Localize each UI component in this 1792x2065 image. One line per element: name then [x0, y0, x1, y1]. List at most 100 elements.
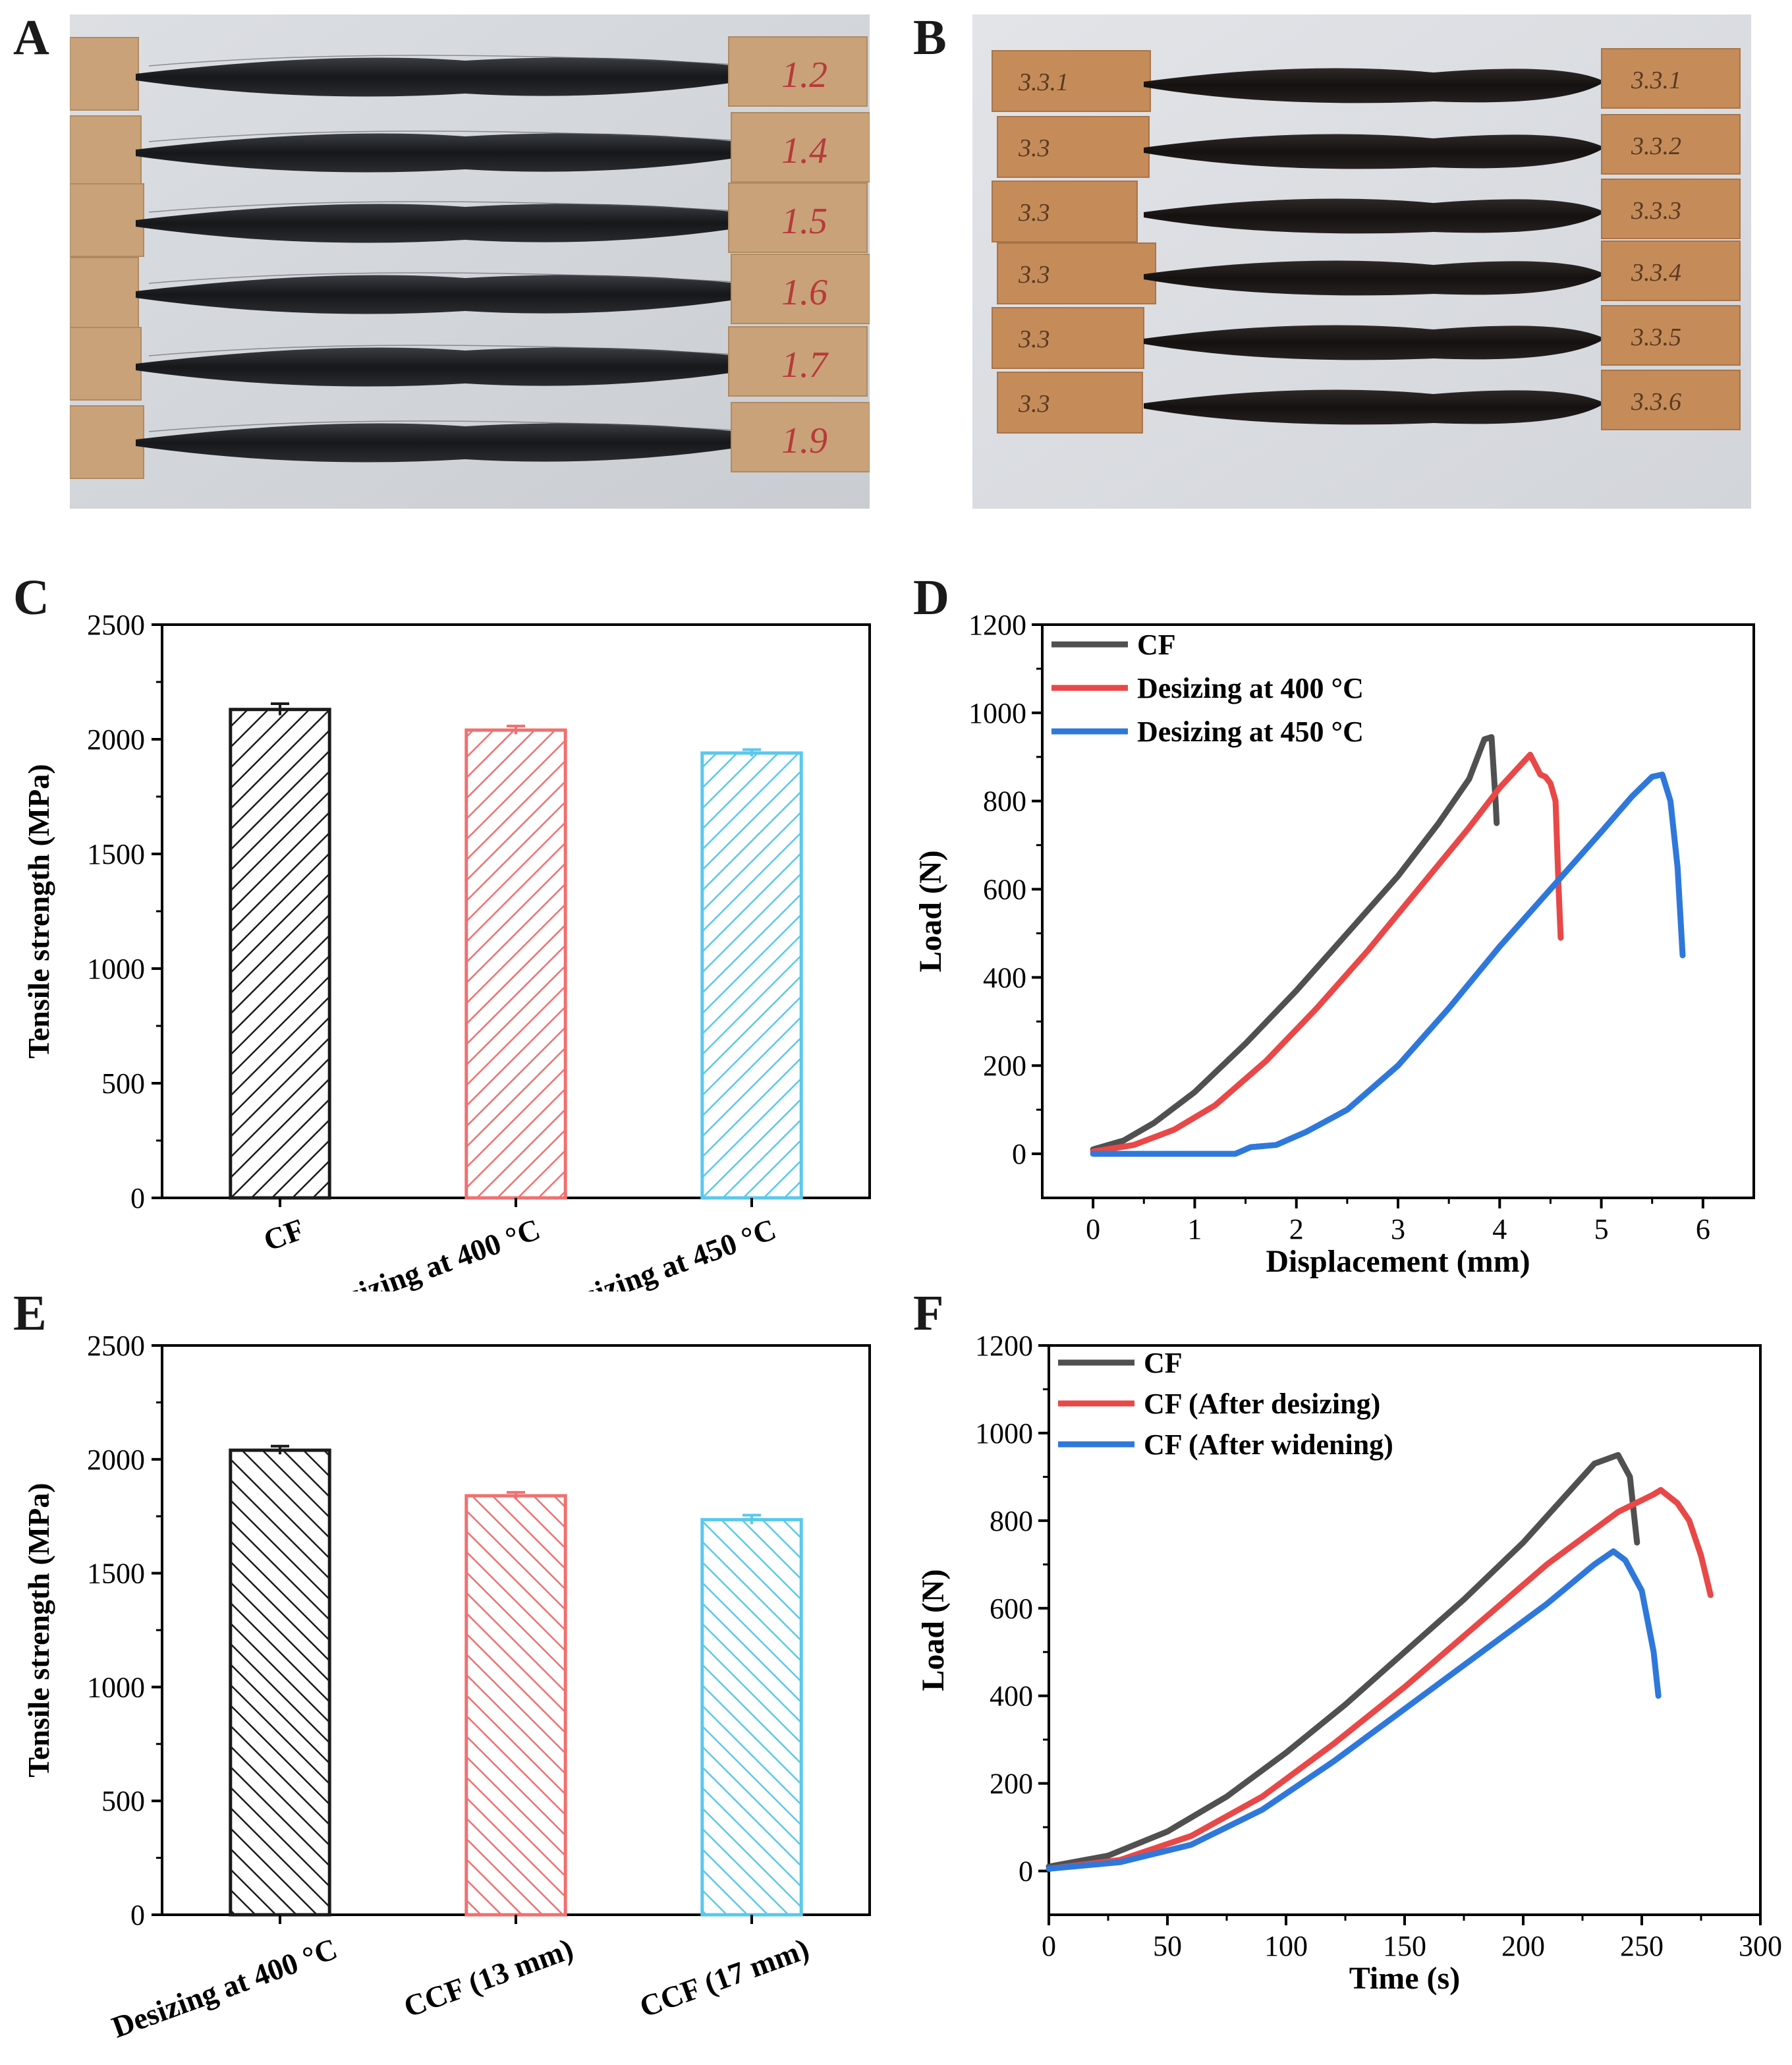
- tab-label-left: 3.3: [1018, 199, 1050, 227]
- chart-d-load-displacement: 0 200 400 600 800 1000 1200 0 1 2 3 4 5 6 CF Desizing a…: [913, 609, 1755, 1279]
- chart-c-tensile-strength: 0 500 1000 1500 2000 2500 CF Desizing at 400 °C…: [22, 609, 871, 1291]
- y-tick-label: 500: [101, 1067, 145, 1100]
- tab-label: 1.4: [781, 130, 827, 171]
- tab-label: 1.5: [781, 201, 827, 242]
- series-line-1: [1046, 1452, 1640, 1870]
- fiber-bundle: [1144, 260, 1605, 296]
- tab-label-right: 3.3.6: [1631, 388, 1681, 416]
- cardboard-tab-right: [1601, 305, 1741, 366]
- x-tick-label: CCF (13 mm): [399, 1931, 577, 2023]
- fiber-bundle: [1144, 134, 1605, 169]
- panel-label-f: F: [913, 1286, 944, 1341]
- bar-1: [229, 708, 331, 1200]
- legend-label-1: CF: [1137, 629, 1176, 661]
- y-axis-label: Tensile strength (MPa): [22, 1483, 55, 1777]
- bar-1: [229, 1448, 331, 1917]
- y-tick-label: 2000: [87, 1444, 145, 1476]
- legend-label-3: Desizing at 450 °C: [1137, 716, 1364, 748]
- x-tick-label: 1: [1187, 1213, 1202, 1245]
- legend-label-3: CF (After widening): [1144, 1429, 1393, 1461]
- fiber-bundle: [1144, 198, 1605, 234]
- cardboard-tab-left: [70, 257, 139, 331]
- tab-label-right: 3.3.1: [1631, 67, 1681, 94]
- y-axis-label: Tensile strength (MPa): [22, 764, 55, 1058]
- y-tick-label: 600: [990, 1593, 1033, 1625]
- y-tick-label: 200: [990, 1768, 1033, 1800]
- x-tick-label: 2: [1289, 1213, 1304, 1245]
- cardboard-tab-left: [70, 327, 142, 401]
- x-tick-label: 200: [1501, 1930, 1545, 1962]
- y-tick-label: 1200: [968, 609, 1026, 641]
- chart-f-load-time: 0 200 400 600 800 1000 1200 0 50 100 150 200 250 300 C…: [916, 1330, 1782, 1996]
- x-axis-label: Displacement (mm): [1266, 1244, 1530, 1279]
- y-tick-label: 400: [990, 1680, 1033, 1712]
- y-tick-label: 800: [983, 785, 1026, 818]
- y-tick-label: 500: [101, 1785, 145, 1817]
- series-line-3: [1046, 1548, 1662, 1872]
- x-tick-label: Desizing at 400 °C: [310, 1212, 544, 1291]
- fiber-bundle: [136, 347, 795, 387]
- y-tick-label: 1000: [975, 1417, 1033, 1450]
- x-axis-label: Time (s): [1349, 1961, 1460, 1996]
- tab-label-right: 3.3.3: [1631, 197, 1681, 225]
- bar-2: [464, 1494, 567, 1917]
- fiber-bundle: [136, 275, 795, 314]
- legend-label-2: CF (After desizing): [1144, 1388, 1380, 1420]
- series-line-2: [1046, 1486, 1714, 1872]
- x-tick-label: 250: [1620, 1930, 1664, 1962]
- fiber-bundle: [1144, 325, 1605, 360]
- tab-label: 1.6: [781, 272, 827, 313]
- stray-fiber: [148, 272, 782, 285]
- x-tick-label: 4: [1492, 1213, 1507, 1245]
- y-tick-label: 400: [983, 961, 1026, 994]
- bar-3: [700, 751, 803, 1200]
- y-tick-label: 0: [130, 1182, 145, 1214]
- y-tick-label: 1500: [87, 1558, 145, 1590]
- fiber-bundle: [1144, 68, 1605, 103]
- cardboard-tab-left: [70, 37, 139, 111]
- x-tick-label: Desizing at 450 °C: [546, 1212, 780, 1291]
- tab-label-left: 3.3: [1018, 134, 1050, 162]
- x-tick-label: 150: [1383, 1930, 1426, 1962]
- panel-label-b: B: [913, 10, 947, 65]
- cardboard-tab-left: [992, 181, 1138, 242]
- y-tick-label: 2000: [87, 723, 145, 756]
- stray-fiber: [148, 130, 782, 144]
- cardboard-tab-right: [1601, 179, 1741, 239]
- cardboard-tab-right: [1601, 240, 1741, 301]
- x-tick-label: 0: [1086, 1213, 1100, 1245]
- cardboard-tab-right: [731, 402, 870, 472]
- x-tick-label: CCF (17 mm): [635, 1931, 813, 2023]
- x-tick-label: 3: [1391, 1213, 1405, 1245]
- series-line-3: [1090, 772, 1686, 1157]
- tab-label-left: 3.3: [1018, 390, 1050, 418]
- cardboard-tab-right: [1601, 48, 1741, 109]
- x-tick-label: 6: [1696, 1213, 1710, 1245]
- y-tick-label: 2500: [87, 1330, 145, 1362]
- x-tick-label: CF: [259, 1212, 308, 1257]
- tab-label: 1.7: [781, 345, 829, 385]
- stray-fiber: [148, 345, 782, 358]
- y-tick-label: 1000: [968, 697, 1026, 729]
- bar-3: [700, 1517, 803, 1917]
- x-tick-label: 50: [1153, 1930, 1182, 1962]
- panel-label-e: E: [13, 1286, 47, 1341]
- x-tick-label: 5: [1594, 1213, 1609, 1245]
- y-axis-label: Load (N): [913, 850, 948, 972]
- stray-fiber: [148, 55, 782, 68]
- fiber-bundle: [136, 133, 795, 173]
- cardboard-tab-right: [1601, 114, 1741, 175]
- x-tick-label: Desizing at 400 °C: [107, 1931, 341, 2044]
- x-tick-label: 100: [1264, 1930, 1308, 1962]
- cardboard-tab-right: [728, 36, 868, 107]
- cardboard-tab-left: [997, 242, 1156, 304]
- fiber-bundle: [136, 204, 795, 243]
- y-axis-label: Load (N): [916, 1569, 951, 1691]
- cardboard-tab-left: [997, 116, 1150, 178]
- panel-label-c: C: [13, 570, 49, 625]
- bar-2: [464, 728, 567, 1200]
- cardboard-tab-left: [992, 307, 1144, 369]
- tab-label-right: 3.3.4: [1631, 259, 1681, 287]
- fiber-bundle: [136, 57, 795, 97]
- legend-label-2: Desizing at 400 °C: [1137, 672, 1364, 704]
